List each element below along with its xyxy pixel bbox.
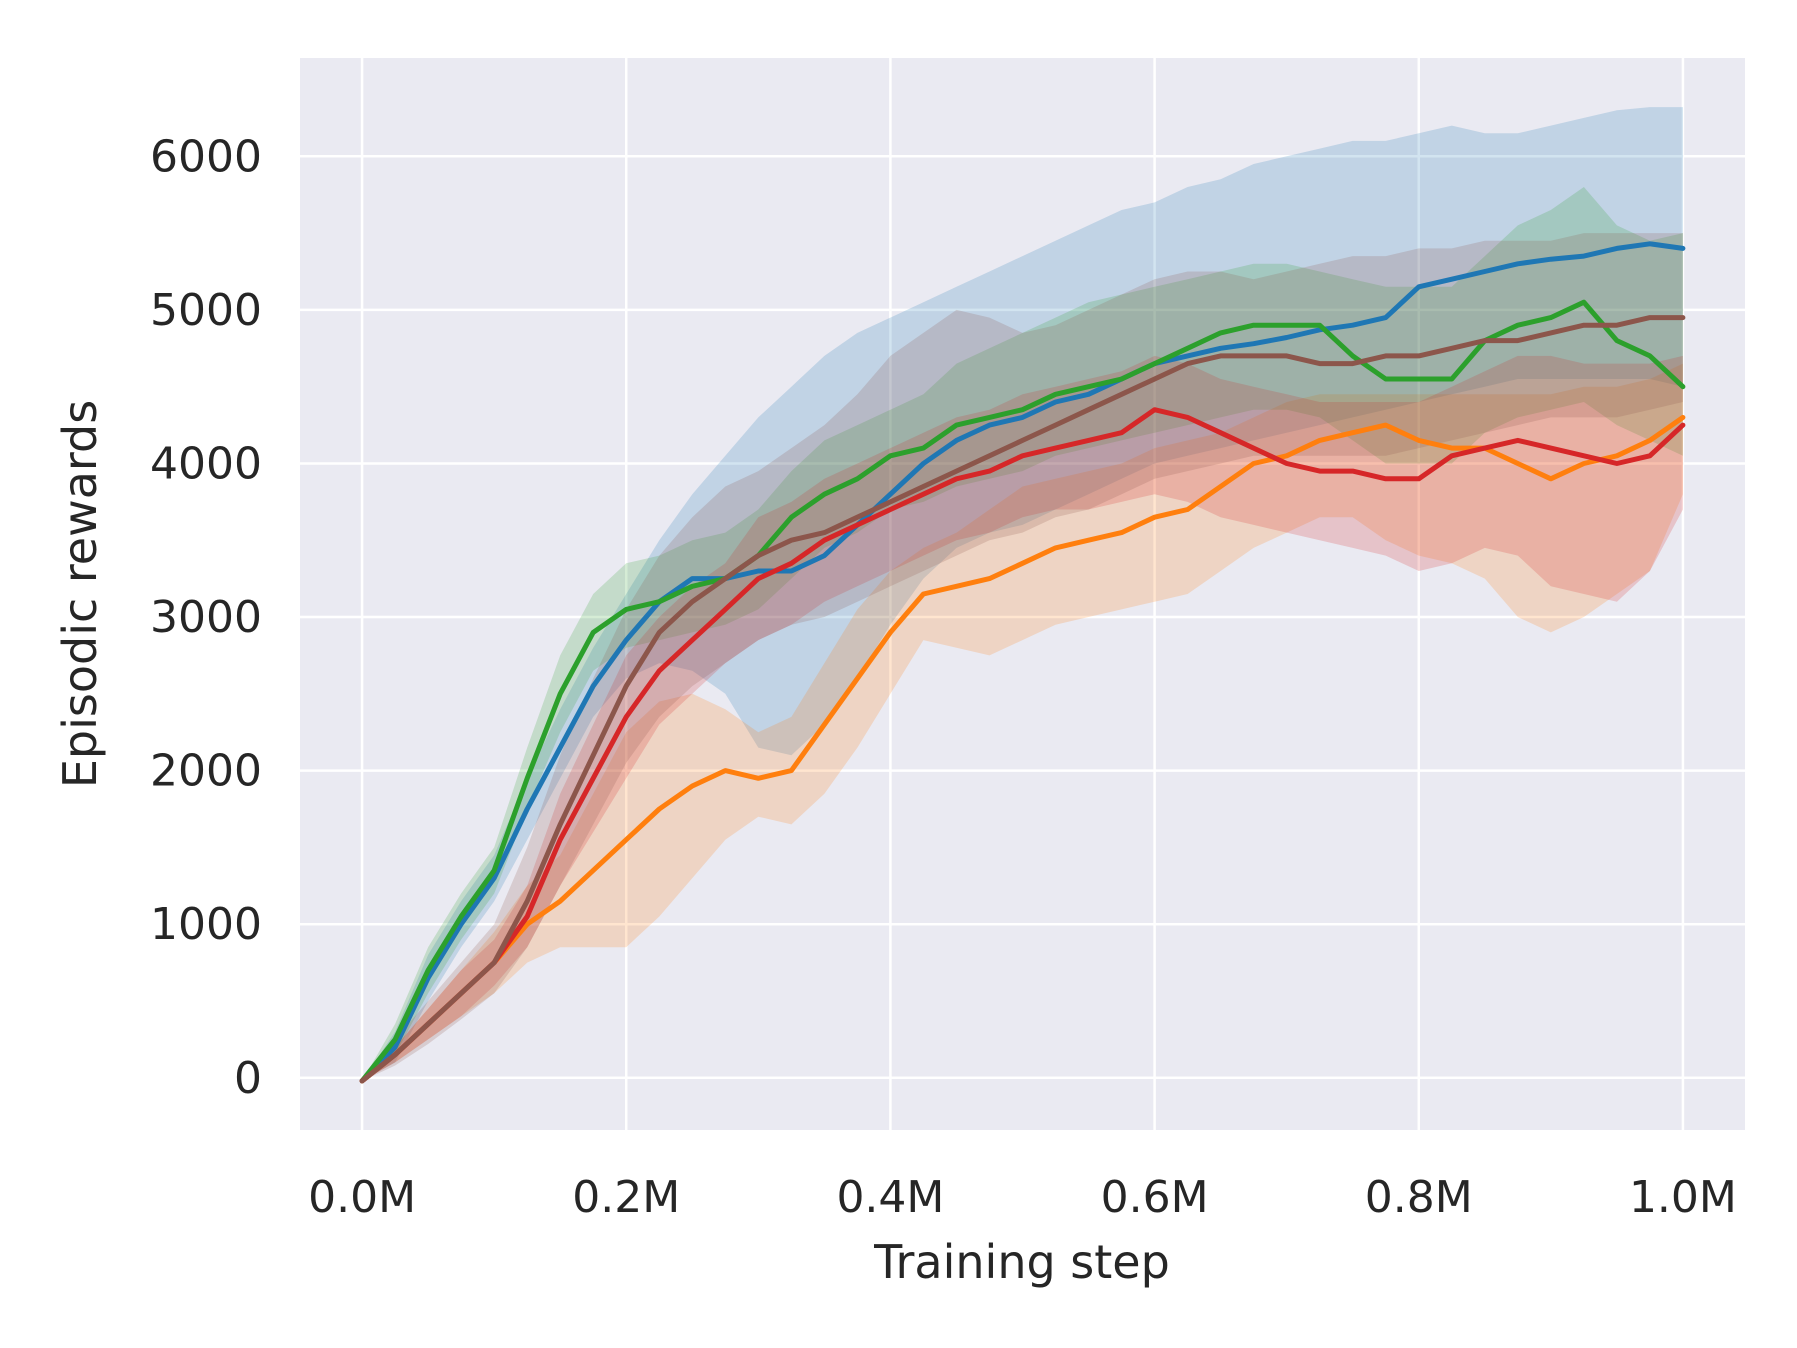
y-axis-label: Episodic rewards — [53, 400, 107, 788]
line-brown — [359, 315, 1686, 1084]
x-tick-label: 0.0M — [308, 1172, 416, 1223]
y-tick-label: 0 — [234, 1053, 262, 1104]
y-tick-label: 3000 — [150, 592, 262, 643]
x-axis-label: Training step — [873, 1235, 1170, 1289]
x-tick-label: 0.6M — [1101, 1172, 1209, 1223]
y-tick-label: 2000 — [150, 746, 262, 797]
y-tick-label: 6000 — [150, 131, 262, 182]
grid-lines — [300, 58, 1745, 1130]
band-red — [362, 355, 1683, 1081]
band-brown — [362, 233, 1683, 1081]
x-tick-label: 1.0M — [1629, 1172, 1737, 1223]
band-green — [362, 187, 1683, 1081]
line-blue — [359, 241, 1686, 1084]
plot-background — [300, 58, 1745, 1130]
x-tick-label: 0.8M — [1365, 1172, 1473, 1223]
series-lines — [359, 241, 1686, 1084]
y-axis-ticks: 0 1000 2000 3000 4000 5000 6000 — [150, 131, 262, 1103]
x-tick-label: 0.4M — [836, 1172, 944, 1223]
band-orange — [362, 363, 1683, 1081]
x-tick-label: 0.2M — [572, 1172, 680, 1223]
y-tick-label: 5000 — [150, 285, 262, 336]
line-orange — [359, 414, 1686, 1084]
y-tick-label: 1000 — [150, 899, 262, 950]
line-green — [359, 299, 1686, 1084]
line-red — [359, 407, 1686, 1084]
x-axis-ticks: 0.0M 0.2M 0.4M 0.6M 0.8M 1.0M — [308, 1172, 1737, 1223]
y-tick-label: 4000 — [150, 438, 262, 489]
band-blue — [362, 107, 1683, 1081]
confidence-bands — [362, 107, 1683, 1081]
